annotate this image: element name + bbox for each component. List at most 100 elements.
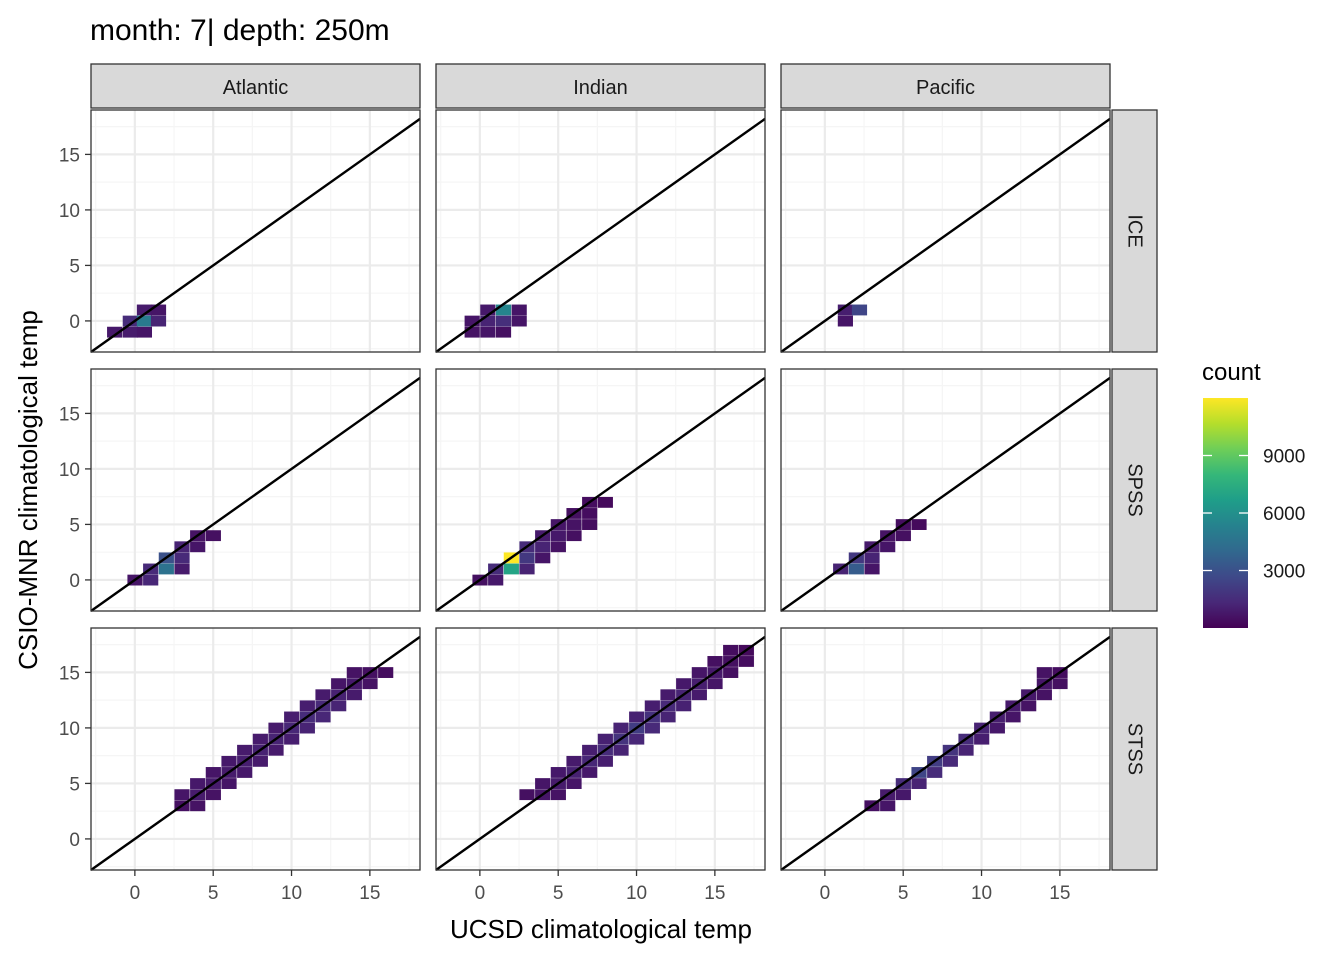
strip-background (90, 63, 421, 109)
heatmap-tile (597, 733, 613, 745)
heatmap-tile (989, 722, 1005, 734)
heatmap-tile (315, 711, 331, 723)
heatmap-tile (268, 744, 284, 756)
heatmap-tile (519, 563, 535, 575)
heatmap-tile (205, 767, 221, 778)
heatmap-tile (582, 744, 598, 756)
identity-line (780, 635, 1111, 871)
panel-border (90, 627, 421, 871)
heatmap-tile (535, 778, 551, 789)
heatmap-tile (136, 326, 153, 338)
heatmap-tile (864, 552, 880, 564)
strip-background (1111, 109, 1158, 353)
strip-label-atlantic: Atlantic (223, 77, 289, 99)
heatmap-tile (205, 789, 221, 801)
heatmap-tile (221, 778, 237, 789)
heatmap-tile (566, 755, 582, 767)
strip-label-spss: SPSS (1124, 463, 1146, 516)
heatmap-tile (190, 541, 206, 553)
x-tick-label: 5 (208, 883, 219, 904)
facet-panel: 0 5 10 15 (59, 109, 421, 353)
legend-tick-label: 6000 (1263, 504, 1305, 525)
heatmap-tile (158, 563, 174, 575)
y-tick-label: 15 (59, 404, 80, 425)
y-tick-label: 5 (69, 256, 80, 277)
heatmap-tile (1005, 711, 1021, 723)
heatmap-tile (488, 574, 504, 586)
identity-line (90, 117, 421, 353)
heatmap-tile (190, 800, 206, 812)
heatmap-tile (629, 711, 645, 723)
panel-border (90, 368, 421, 612)
heatmap-tile (535, 552, 551, 564)
facet-panels: 0 5 10 15 0 5 10 15 0 5 10 15 0 5 10 15 0 5 10 15 0 5 10 15 Atla… (59, 63, 1158, 904)
heatmap-tile (1021, 700, 1037, 712)
facet-panel: 0 5 10 15 0 5 10 15 (59, 627, 421, 904)
heatmap-tile (707, 656, 723, 667)
x-tick-label: 5 (553, 883, 564, 904)
heatmap-tile (880, 800, 896, 812)
y-tick-label: 0 (69, 312, 80, 333)
heatmap-tile (495, 315, 512, 327)
heatmap-tile (268, 722, 284, 734)
heatmap-tile (237, 767, 253, 778)
heatmap-tile (107, 326, 123, 338)
identity-line (780, 376, 1111, 612)
y-tick-label: 10 (59, 719, 80, 740)
heatmap-tile (851, 304, 868, 316)
heatmap-tile (346, 667, 362, 678)
heatmap-tile (911, 519, 927, 530)
strip-background (435, 63, 766, 109)
facet-panel: 0 5 10 15 (59, 368, 421, 612)
heatmap-tile (550, 767, 566, 778)
panel-border (435, 627, 766, 871)
heatmap-tile (315, 689, 331, 701)
heatmap-tile (974, 733, 990, 745)
heatmap-tile (331, 700, 347, 712)
heatmap-tile (150, 304, 167, 316)
heatmap-tile (550, 789, 566, 801)
strip-label-indian: Indian (573, 77, 628, 99)
facet-panel (435, 109, 766, 353)
heatmap-tile (895, 789, 911, 801)
heatmap-tile (480, 304, 496, 316)
heatmap-tile (582, 767, 598, 778)
heatmap-tile (174, 789, 190, 801)
heatmap-tile (676, 700, 692, 712)
heatmap-tile (550, 530, 566, 542)
heatmap-tile (511, 315, 527, 327)
heatmap-tile (480, 326, 496, 338)
heatmap-tile (566, 778, 582, 789)
x-tick-label: 15 (704, 883, 725, 904)
heatmap-tile (346, 689, 362, 701)
heatmap-tile (519, 552, 535, 564)
heatmap-tile (738, 656, 754, 667)
heatmap-tile (864, 563, 880, 575)
panel-background (781, 110, 1110, 352)
heatmap-tile (566, 530, 582, 542)
facet-strip-top: Indian (435, 63, 766, 109)
panel-border (435, 109, 766, 353)
facet-strip-top: Pacific (780, 63, 1111, 109)
heatmap-tile (205, 530, 221, 542)
heatmap-tile (519, 789, 535, 801)
legend-tick-label: 9000 (1263, 447, 1305, 468)
x-tick-label: 15 (1049, 883, 1070, 904)
heatmap-tile (495, 304, 512, 316)
heatmap-tile (691, 667, 707, 678)
y-tick-label: 5 (69, 515, 80, 536)
panel-border (780, 368, 1111, 612)
heatmap-tile (629, 733, 645, 745)
identity-line (435, 635, 766, 871)
heatmap-tile (284, 711, 300, 723)
x-tick-label: 10 (971, 883, 992, 904)
heatmap-tile (582, 508, 598, 519)
heatmap-tile (535, 541, 551, 553)
y-tick-label: 5 (69, 774, 80, 795)
heatmap-tile (480, 315, 496, 327)
heatmap-tile (136, 304, 153, 316)
heatmap-tile (143, 574, 159, 586)
heatmap-tile (911, 778, 927, 789)
